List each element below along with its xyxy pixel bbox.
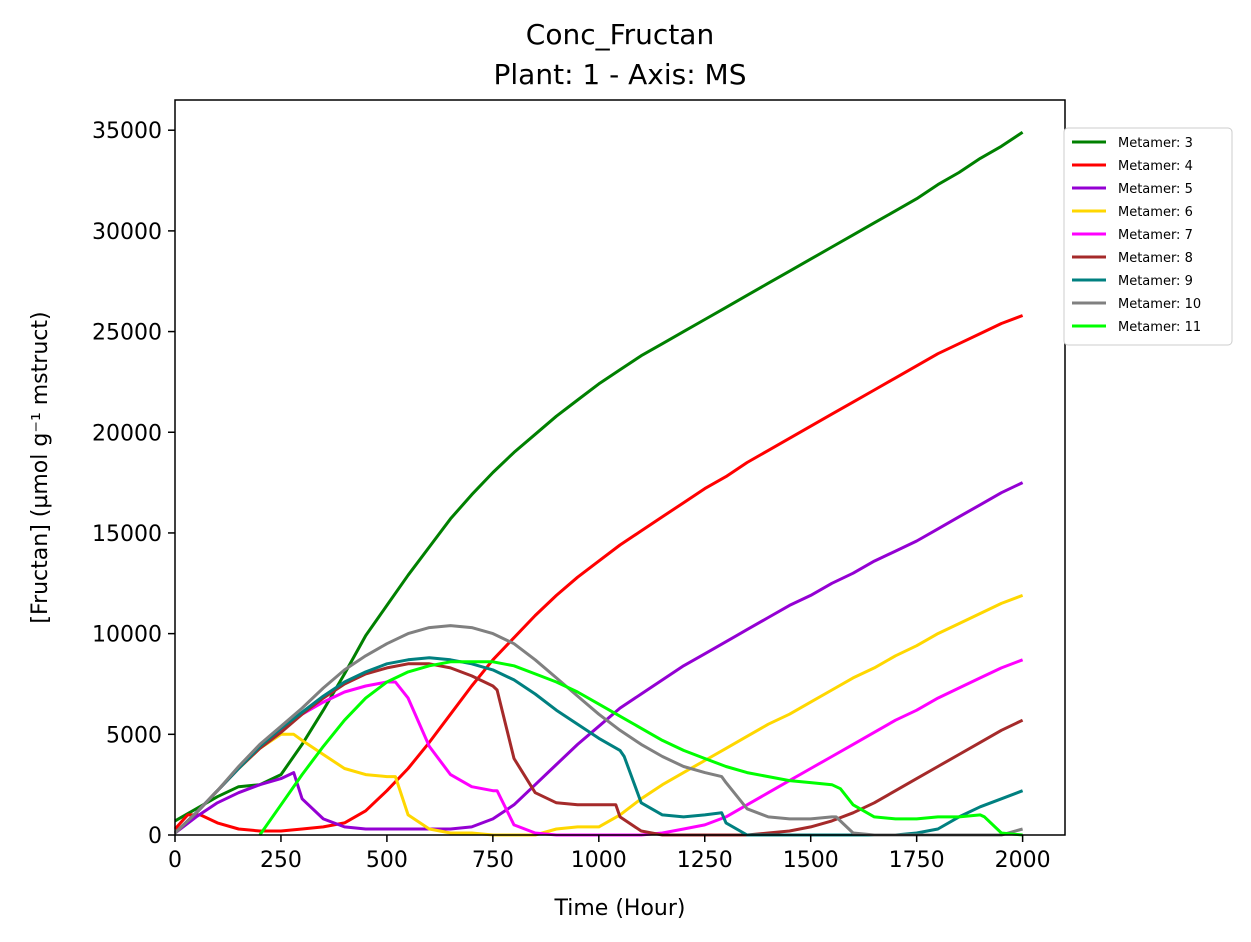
x-axis-label: Time (Hour): [554, 896, 686, 921]
y-tick-label: 25000: [92, 321, 162, 346]
series-line-metamer-3: [174, 130, 1024, 823]
series-line-metamer-5: [174, 481, 1024, 835]
plot-frame: [174, 99, 1066, 836]
series-line-metamer-11: [258, 660, 1023, 837]
y-tick-label: 20000: [92, 421, 162, 446]
plot-lines: [173, 130, 1024, 837]
legend-label: Metamer: 11: [1118, 320, 1201, 335]
legend: Metamer: 3 Metamer: 4 Metamer: 5 Metamer: 6…: [1063, 127, 1233, 346]
y-tick-label: 0: [148, 824, 162, 849]
legend-label: Metamer: 6: [1118, 205, 1193, 220]
legend-box: [1063, 127, 1233, 346]
legend-label: Metamer: 7: [1118, 228, 1193, 243]
y-axis: 0 5000 10000 15000 20000 25000 30000 35000: [92, 119, 175, 849]
chart-title: Conc_Fructan Plant: 1 - Axis: MS: [494, 18, 747, 91]
series-line-metamer-4: [173, 314, 1024, 833]
legend-label: Metamer: 9: [1118, 274, 1193, 289]
x-tick-label: 0: [168, 848, 182, 873]
legend-label: Metamer: 4: [1118, 159, 1193, 174]
x-tick-label: 2000: [995, 848, 1051, 873]
chart-subtitle-text: Plant: 1 - Axis: MS: [494, 58, 747, 91]
x-tick-label: 1500: [783, 848, 839, 873]
x-tick-label: 1250: [677, 848, 733, 873]
legend-label: Metamer: 5: [1118, 182, 1193, 197]
series-line-metamer-6: [173, 593, 1024, 837]
x-tick-label: 250: [260, 848, 302, 873]
legend-label: Metamer: 3: [1118, 136, 1193, 151]
y-tick-label: 35000: [92, 119, 162, 144]
series-line-metamer-7: [173, 658, 1024, 837]
x-tick-label: 1000: [571, 848, 627, 873]
y-axis-label: [Fructan] (µmol g⁻¹ mstruct): [28, 311, 53, 623]
y-tick-label: 10000: [92, 623, 162, 648]
x-tick-label: 1750: [889, 848, 945, 873]
x-tick-label: 750: [472, 848, 514, 873]
legend-label: Metamer: 8: [1118, 251, 1193, 266]
series-line-metamer-8: [173, 662, 1024, 837]
y-tick-label: 15000: [92, 522, 162, 547]
x-axis: 0 250 500 750 1000 1250 1500 1750 2000: [168, 835, 1051, 873]
y-tick-label: 30000: [92, 220, 162, 245]
chart-title-text: Conc_Fructan: [526, 18, 714, 51]
y-tick-label: 5000: [106, 723, 162, 748]
legend-label: Metamer: 10: [1118, 297, 1201, 312]
x-tick-label: 500: [366, 848, 408, 873]
